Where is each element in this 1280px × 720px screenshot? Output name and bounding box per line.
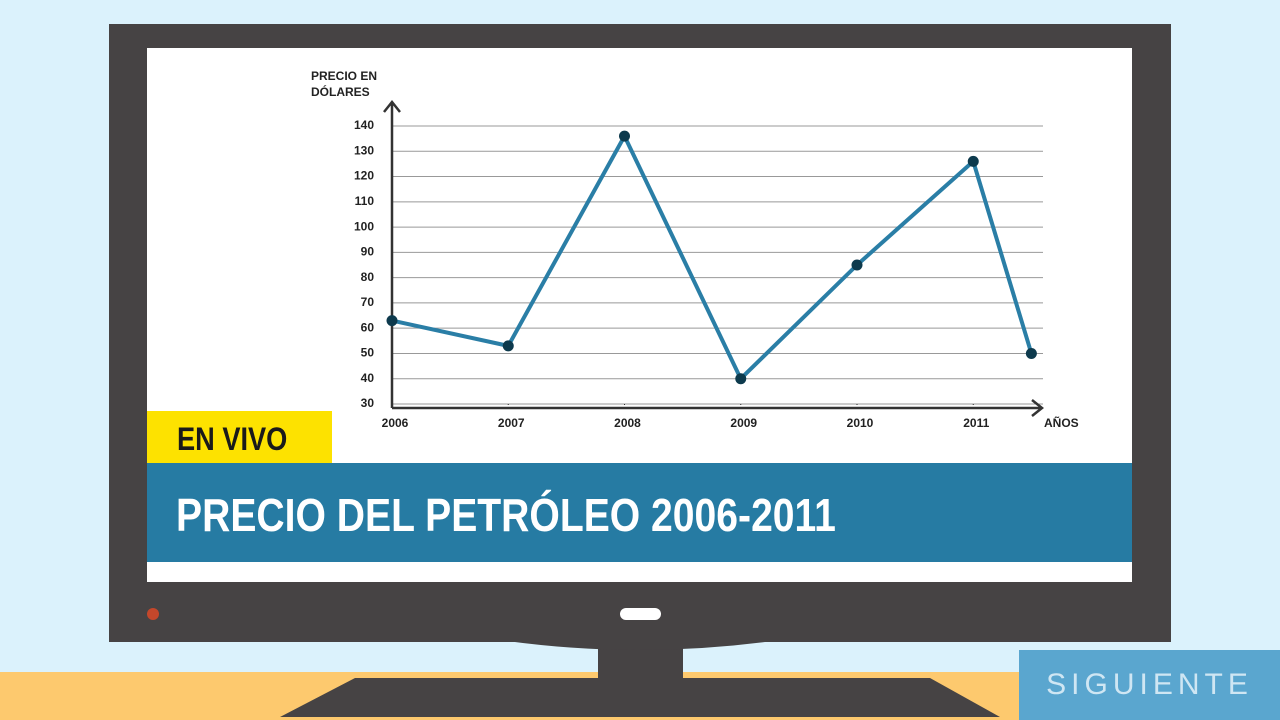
next-button[interactable]: SIGUIENTE [1019, 650, 1280, 720]
data-line [391, 134, 1034, 381]
y-tick-label: 50 [361, 346, 375, 360]
y-tick-label: 90 [361, 245, 375, 259]
y-tick-label: 30 [361, 396, 375, 410]
x-tick-label: 2009 [730, 416, 757, 430]
y-tick-label: 110 [355, 194, 375, 208]
banner [147, 463, 1132, 562]
data-point [1025, 347, 1037, 359]
y-tick-label: 70 [361, 295, 375, 309]
power-led [147, 608, 159, 620]
y-axis [383, 99, 401, 408]
data-point [851, 259, 863, 271]
live-badge-text: EN VIVO [177, 421, 288, 457]
data-point [967, 155, 979, 167]
x-tick-label: 2006 [382, 416, 409, 430]
y-tick-label: 140 [354, 118, 374, 132]
banner-text: PRECIO DEL PETRÓLEO 2006-2011 [176, 489, 836, 541]
x-tick-label: 2010 [847, 416, 874, 430]
x-tick-label: 2011 [963, 416, 989, 430]
tv-button [620, 608, 661, 620]
y-tick-label: 100 [354, 219, 374, 233]
x-axis-label: AÑOS [1044, 415, 1079, 430]
tv-base [280, 678, 1000, 717]
data-point [386, 315, 398, 327]
data-point [735, 373, 747, 385]
x-tick-label: 2008 [614, 416, 641, 430]
tv-neck-top [500, 640, 780, 650]
x-tick-label: 2007 [498, 416, 525, 430]
y-tick-label: 80 [361, 270, 375, 284]
live-badge [147, 411, 332, 463]
y-tick-label: 40 [361, 371, 375, 385]
y-tick-label: 120 [354, 169, 374, 183]
y-tick-label: 60 [361, 320, 375, 334]
y-axis-label: PRECIO EN DÓLARES [311, 69, 378, 99]
data-point [502, 340, 514, 352]
data-point [619, 130, 630, 142]
y-tick-label: 130 [354, 143, 374, 157]
x-axis [392, 399, 1045, 417]
